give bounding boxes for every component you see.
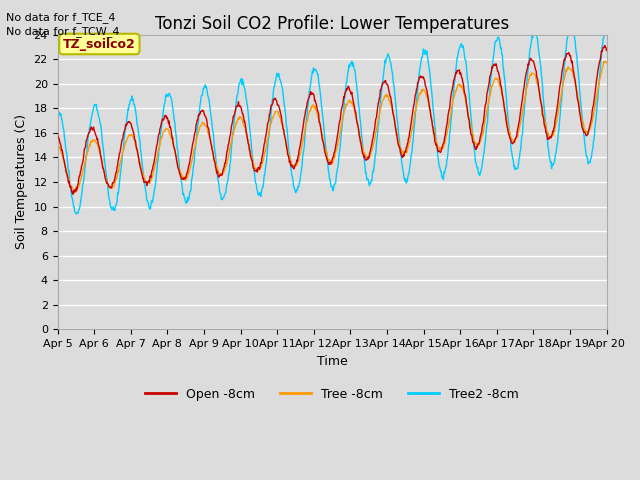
Tree2 -8cm [54,108,61,114]
Open -8cm [601,43,609,48]
Tree2 -8cm [576,88,584,94]
Text: TZ_soilco2: TZ_soilco2 [63,37,136,50]
Tree -8cm [603,60,611,65]
Open -8cm [156,125,164,131]
Tree2 -8cm [72,211,80,217]
Line: Tree -8cm: Tree -8cm [58,61,607,193]
Open -8cm [69,192,77,197]
Open -8cm [584,129,592,135]
Text: No data for f_TCE_4: No data for f_TCE_4 [6,12,116,23]
Open -8cm [576,110,584,116]
Line: Open -8cm: Open -8cm [58,46,607,194]
Line: Tree2 -8cm: Tree2 -8cm [58,21,607,214]
Tree2 -8cm [81,171,88,177]
Tree -8cm [602,59,609,64]
Title: Tonzi Soil CO2 Profile: Lower Temperatures: Tonzi Soil CO2 Profile: Lower Temperatur… [155,15,509,33]
Y-axis label: Soil Temperatures (C): Soil Temperatures (C) [15,114,28,250]
Open -8cm [54,131,61,137]
Tree -8cm [81,162,88,168]
Legend: Open -8cm, Tree -8cm, Tree2 -8cm: Open -8cm, Tree -8cm, Tree2 -8cm [140,383,524,406]
Open -8cm [603,48,611,53]
Tree2 -8cm [156,138,164,144]
Tree2 -8cm [603,18,611,24]
Tree -8cm [156,142,164,147]
Tree -8cm [54,143,61,148]
Tree2 -8cm [378,89,385,95]
Text: No data for f_TCW_4: No data for f_TCW_4 [6,26,120,37]
X-axis label: Time: Time [317,355,348,368]
Tree -8cm [576,106,584,111]
Tree -8cm [70,190,78,196]
Tree -8cm [584,131,592,137]
Open -8cm [81,146,88,152]
Tree2 -8cm [584,161,592,167]
Open -8cm [282,140,290,146]
Open -8cm [378,84,385,90]
Tree -8cm [378,102,385,108]
Tree2 -8cm [282,118,290,123]
Tree -8cm [282,140,290,146]
